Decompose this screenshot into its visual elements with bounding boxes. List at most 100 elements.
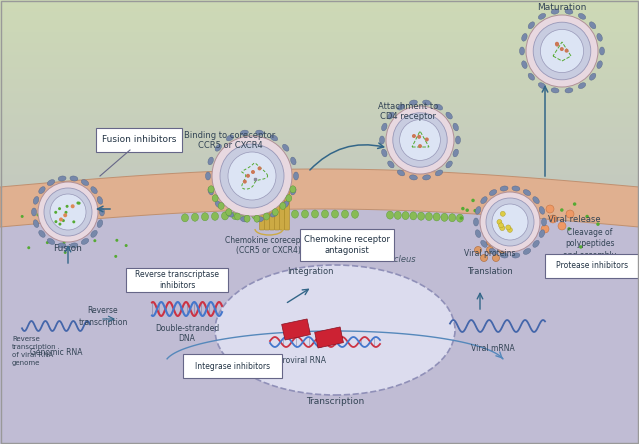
Ellipse shape: [192, 213, 199, 221]
Ellipse shape: [81, 180, 89, 186]
Bar: [0, 262, 639, 263]
Bar: [0, 134, 639, 135]
Bar: [0, 302, 639, 303]
Bar: [0, 174, 639, 175]
Bar: [0, 15, 639, 16]
Bar: [0, 105, 639, 106]
Bar: [0, 162, 639, 163]
Bar: [0, 67, 639, 68]
Ellipse shape: [500, 211, 505, 216]
Bar: [0, 95, 639, 96]
FancyBboxPatch shape: [126, 268, 228, 292]
Bar: [0, 433, 639, 434]
Bar: [0, 387, 639, 388]
Bar: [0, 33, 639, 34]
Bar: [0, 234, 639, 235]
Ellipse shape: [523, 249, 530, 254]
Bar: [0, 203, 639, 204]
Ellipse shape: [521, 33, 527, 41]
Bar: [0, 408, 639, 409]
Ellipse shape: [456, 136, 461, 144]
Bar: [0, 176, 639, 177]
Bar: [0, 334, 639, 335]
Bar: [0, 363, 639, 364]
Ellipse shape: [70, 176, 78, 181]
Bar: [0, 186, 639, 187]
Text: Fusion inhibitors: Fusion inhibitors: [102, 135, 176, 144]
Ellipse shape: [228, 152, 276, 200]
Bar: [0, 332, 639, 333]
Ellipse shape: [578, 83, 586, 89]
Bar: [0, 128, 639, 129]
Bar: [0, 325, 639, 326]
Bar: [0, 437, 639, 438]
Bar: [0, 146, 639, 147]
Ellipse shape: [551, 9, 559, 14]
Bar: [0, 397, 639, 398]
Ellipse shape: [291, 157, 296, 165]
Bar: [0, 208, 639, 209]
Bar: [0, 132, 639, 133]
Bar: [0, 394, 639, 395]
Bar: [0, 180, 639, 181]
Bar: [0, 159, 639, 160]
Bar: [0, 251, 639, 252]
Bar: [0, 99, 639, 100]
Bar: [0, 13, 639, 14]
Bar: [0, 51, 639, 52]
Bar: [0, 389, 639, 390]
Bar: [0, 91, 639, 92]
Ellipse shape: [97, 197, 103, 204]
Ellipse shape: [282, 210, 288, 218]
Bar: [0, 187, 639, 188]
Bar: [0, 362, 639, 363]
FancyBboxPatch shape: [275, 180, 279, 230]
Bar: [0, 230, 639, 231]
Bar: [0, 110, 639, 111]
Bar: [0, 64, 639, 65]
Bar: [0, 184, 639, 185]
Bar: [0, 263, 639, 264]
Bar: [0, 65, 639, 66]
Bar: [0, 319, 639, 320]
Bar: [0, 373, 639, 374]
Bar: [0, 328, 639, 329]
Ellipse shape: [493, 254, 500, 262]
Bar: [0, 309, 639, 310]
Bar: [0, 83, 639, 84]
Bar: [0, 35, 639, 36]
Bar: [0, 7, 639, 8]
Bar: [0, 249, 639, 250]
Ellipse shape: [226, 211, 234, 217]
Bar: [0, 71, 639, 72]
Ellipse shape: [397, 104, 404, 110]
Bar: [0, 248, 639, 249]
Bar: [0, 60, 639, 61]
Ellipse shape: [560, 208, 564, 212]
Ellipse shape: [521, 61, 527, 68]
Bar: [0, 347, 639, 348]
FancyBboxPatch shape: [545, 254, 639, 278]
Bar: [0, 264, 639, 265]
FancyBboxPatch shape: [270, 180, 275, 230]
Bar: [0, 192, 639, 193]
Bar: [0, 137, 639, 138]
Bar: [0, 63, 639, 64]
Polygon shape: [0, 209, 639, 444]
Bar: [0, 375, 639, 376]
Bar: [0, 390, 639, 391]
Ellipse shape: [93, 239, 96, 242]
Bar: [0, 255, 639, 256]
Bar: [0, 240, 639, 241]
Bar: [0, 79, 639, 80]
Bar: [0, 120, 639, 121]
Ellipse shape: [560, 47, 564, 51]
Bar: [0, 10, 639, 11]
Bar: [0, 26, 639, 27]
Bar: [0, 221, 639, 222]
Bar: [0, 46, 639, 47]
Ellipse shape: [473, 218, 479, 226]
Ellipse shape: [63, 213, 67, 217]
Ellipse shape: [539, 230, 544, 238]
Text: Integrase inhibitors: Integrase inhibitors: [196, 361, 270, 370]
